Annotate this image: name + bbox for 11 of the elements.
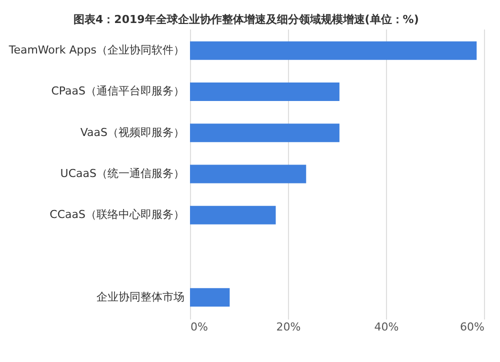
y-tick-label: UCaaS（统一通信服务）: [60, 167, 184, 180]
y-tick-label: CPaaS（通信平台即服务）: [51, 84, 184, 98]
y-tick-label: CCaaS（联络中心即服务）: [50, 208, 184, 222]
y-tick-label: VaaS（视频即服务）: [80, 126, 184, 139]
x-tick-label: 60%: [460, 320, 484, 334]
x-tick-label: 0%: [190, 320, 208, 334]
y-tick-label: TeamWork Apps（企业协同软件）: [8, 44, 184, 57]
x-tick-label: 20%: [276, 320, 301, 334]
y-tick-label: 企业协同整体市场: [96, 290, 184, 304]
x-tick-label: 40%: [374, 320, 399, 334]
chart-title: 图表4：2019年全球企业协作整体增速及细分领域规模增速(单位：%): [74, 13, 419, 26]
